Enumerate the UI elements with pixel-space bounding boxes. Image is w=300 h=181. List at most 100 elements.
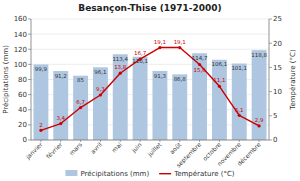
x-tick — [259, 140, 260, 142]
bar — [212, 60, 227, 140]
y2-tick — [269, 115, 272, 116]
line-label: 9,3 — [96, 86, 105, 92]
bar-label: 101,1 — [231, 65, 247, 71]
y2-tick-label: 15 — [273, 64, 282, 72]
x-tick-label: août — [168, 140, 183, 155]
bar — [93, 67, 108, 140]
line-point — [59, 122, 62, 125]
line-label: 2 — [39, 122, 43, 128]
line-point — [198, 63, 201, 66]
bar — [73, 76, 88, 140]
x-tick-label: février — [45, 140, 64, 159]
title: Besançon-Thise (1971-2000) — [78, 3, 221, 13]
legend: Précipitations (mm) Température (°C) — [65, 170, 234, 178]
y2-tick-label: 20 — [273, 40, 282, 48]
line-point — [218, 85, 221, 88]
line-point — [99, 93, 102, 96]
grid-line — [31, 140, 269, 141]
bar-label: 113,4 — [112, 56, 128, 62]
bar — [133, 57, 148, 140]
y-tick — [28, 124, 31, 125]
legend-label: Précipitations (mm) — [80, 170, 149, 178]
y2-tick — [269, 67, 272, 68]
y2-tick — [269, 19, 272, 20]
x-tick-label: mars — [68, 141, 84, 157]
y-tick — [28, 109, 31, 110]
bar-label: 118,8 — [251, 52, 267, 58]
y-tick-label: 80 — [18, 76, 27, 84]
y2-axis-label: Température (°C) — [289, 49, 297, 111]
y2-axis — [269, 19, 270, 140]
y-tick-label: 60 — [18, 91, 27, 99]
x-tick — [80, 140, 81, 142]
bar — [192, 53, 207, 140]
grid-line — [31, 34, 269, 35]
y2-tick-label: 5 — [273, 112, 277, 120]
y-tick-label: 100 — [14, 61, 27, 69]
x-tick — [120, 140, 121, 142]
bar — [232, 64, 247, 140]
x-tick — [40, 140, 41, 142]
bar — [252, 50, 267, 140]
line-point — [158, 46, 161, 49]
bar-label: 96,1 — [94, 69, 106, 75]
x-tick-label: janvier — [23, 140, 44, 161]
legend-item: Température (°C) — [159, 170, 235, 178]
line-point — [79, 106, 82, 109]
y2-tick — [269, 140, 272, 141]
x-tick — [179, 140, 180, 142]
x-tick — [140, 140, 141, 142]
bar — [113, 54, 128, 140]
line-point — [257, 124, 260, 127]
bar-label: 85 — [77, 77, 84, 83]
y-tick-label: 160 — [14, 15, 27, 23]
y-tick — [28, 94, 31, 95]
line-point — [178, 46, 181, 49]
y2-tick-label: 0 — [273, 136, 277, 144]
bar-label: 114,7 — [192, 55, 208, 61]
y2-tick-label: 25 — [273, 15, 282, 23]
line-label: 16,7 — [134, 50, 147, 56]
x-tick-label: décembre — [236, 141, 263, 168]
line-label: 19,1 — [154, 39, 166, 45]
y-tick-label: 0 — [23, 136, 27, 144]
line-label: 2,9 — [255, 117, 264, 123]
bar — [53, 71, 68, 140]
y-tick-label: 40 — [18, 106, 27, 114]
bar — [172, 74, 187, 140]
legend-swatch — [65, 170, 77, 176]
marks — [33, 46, 266, 140]
grid-line — [31, 19, 269, 20]
x-tick — [239, 140, 240, 142]
line-point — [238, 114, 241, 117]
line-label: 5,1 — [235, 107, 244, 113]
x-tick — [60, 140, 61, 142]
y-tick — [28, 34, 31, 35]
x-tick-label: septembre — [174, 141, 203, 170]
y-tick-label: 20 — [18, 121, 27, 129]
y-tick-label: 120 — [14, 46, 27, 54]
y-tick — [28, 140, 31, 141]
x-tick — [100, 140, 101, 142]
line-label: 13,8 — [114, 64, 127, 70]
chart: Besançon-Thise (1971-2000)02040608010012… — [0, 0, 300, 181]
x-tick-label: juillet — [145, 140, 163, 158]
legend-swatch — [159, 173, 171, 174]
x-tick-label: avril — [89, 141, 103, 155]
y-tick — [28, 19, 31, 20]
line-point — [39, 129, 42, 132]
legend-item: Précipitations (mm) — [65, 170, 149, 178]
bar — [152, 71, 167, 140]
bar-label: 86,8 — [174, 76, 187, 82]
line-label: 6,7 — [76, 99, 85, 105]
temperature-line — [41, 48, 259, 131]
y-tick-label: 140 — [14, 31, 27, 39]
y-tick — [28, 49, 31, 50]
x-tick-label: juin — [129, 141, 143, 155]
y-tick — [28, 79, 31, 80]
y-axis-label: Précipitations (mm) — [2, 45, 10, 114]
y2-tick — [269, 43, 272, 44]
x-tick — [159, 140, 160, 142]
y-axis — [31, 19, 32, 140]
line-label: 11,1 — [213, 77, 225, 83]
